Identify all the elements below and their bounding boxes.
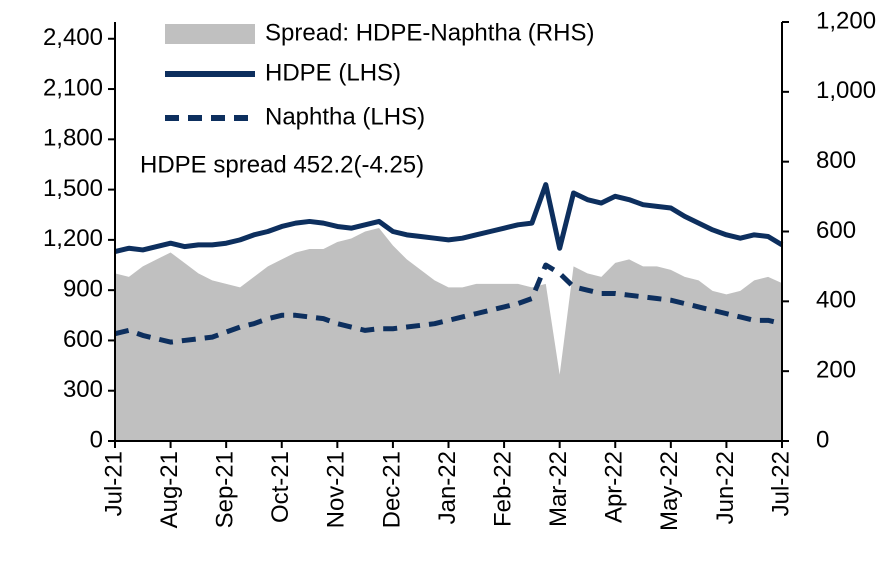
y2-tick-label: 800	[816, 147, 856, 174]
x-tick-label: Jul-22	[767, 451, 794, 516]
x-tick-label: Jul-21	[100, 451, 127, 516]
y2-tick-label: 0	[816, 426, 829, 453]
y-tick-label: 1,200	[43, 225, 103, 252]
x-tick-label: Jan-22	[434, 451, 461, 524]
spread-area	[115, 228, 782, 441]
x-tick-label: Jun-22	[712, 451, 739, 524]
x-tick-label: Nov-21	[323, 451, 350, 528]
y-tick-label: 600	[63, 326, 103, 353]
x-tick-label: Sep-21	[212, 451, 239, 528]
y2-tick-label: 200	[816, 357, 856, 384]
x-tick-label: Aug-21	[156, 451, 183, 528]
y-tick-label: 1,800	[43, 125, 103, 152]
y-tick-label: 2,100	[43, 74, 103, 101]
annotation: HDPE spread 452.2(-4.25)	[140, 151, 424, 178]
y2-tick-label: 400	[816, 287, 856, 314]
x-tick-label: Apr-22	[601, 451, 628, 523]
y2-tick-label: 600	[816, 217, 856, 244]
y2-tick-label: 1,000	[816, 77, 876, 104]
y-tick-label: 300	[63, 376, 103, 403]
legend-label: Spread: HDPE-Naphtha (RHS)	[265, 19, 594, 46]
y2-tick-label: 1,200	[816, 7, 876, 34]
series-line	[114, 182, 784, 255]
x-tick-label: May-22	[656, 451, 683, 531]
y-tick-label: 2,400	[43, 24, 103, 51]
x-tick-label: Mar-22	[545, 451, 572, 527]
legend-label: HDPE (LHS)	[265, 59, 401, 86]
x-tick-label: Feb-22	[489, 451, 516, 527]
legend-label: Naphtha (LHS)	[265, 103, 425, 130]
y-tick-label: 900	[63, 276, 103, 303]
y-tick-label: 0	[90, 426, 103, 453]
series-line	[114, 262, 783, 345]
y-tick-label: 1,500	[43, 175, 103, 202]
x-tick-label: Dec-21	[378, 451, 405, 528]
legend-swatch	[165, 24, 255, 44]
x-tick-label: Oct-21	[267, 451, 294, 523]
